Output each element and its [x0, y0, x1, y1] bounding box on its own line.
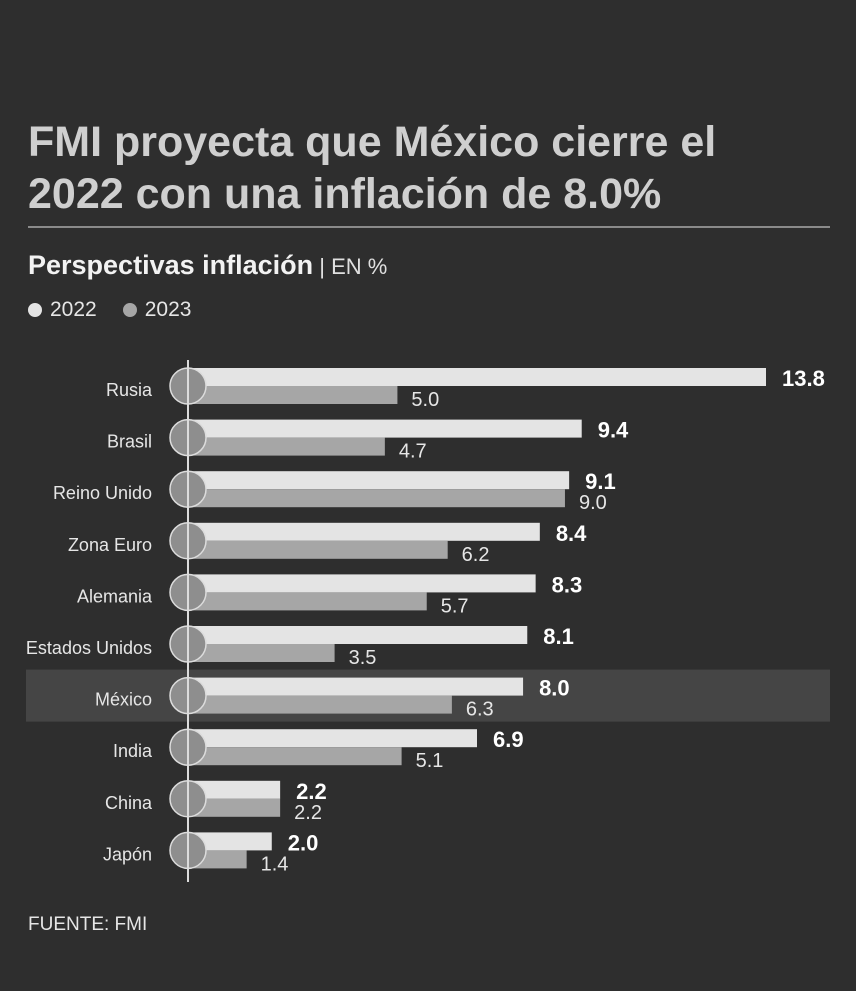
- category-label-brasil: Brasil: [107, 432, 152, 452]
- category-label-zona-euro: Zona Euro: [68, 535, 152, 555]
- bar-2023-alemania: [188, 592, 427, 611]
- value-label-2022-zona-euro: 8.4: [556, 521, 587, 546]
- category-label-estados-unidos: Estados Unidos: [26, 638, 152, 658]
- chart-title: FMI proyecta que México cierre el 2022 c…: [28, 116, 828, 220]
- legend-swatch-2022: [28, 303, 42, 317]
- bar-2023-reino-unido: [188, 489, 565, 508]
- value-label-2023-india: 5.1: [416, 750, 444, 772]
- bar-2022-zona-euro: [188, 522, 540, 541]
- category-label-mexico: México: [95, 690, 152, 710]
- bar-2022-alemania: [188, 574, 536, 593]
- legend-swatch-2023: [122, 303, 137, 317]
- category-label-japon: Japón: [103, 844, 152, 864]
- bar-2023-estados-unidos: [188, 644, 335, 662]
- chart-subtitle: Perspectivas inflación | EN %: [28, 250, 387, 281]
- value-label-2023-brasil: 4.7: [399, 441, 427, 463]
- bar-2023-china: [188, 798, 281, 817]
- value-label-2022-reino-unido: 9.1: [585, 469, 616, 494]
- category-label-india: India: [113, 741, 153, 761]
- value-label-2022-japon: 2.0: [288, 830, 319, 855]
- bar-2022-japon: [188, 832, 272, 851]
- value-label-2023-reino-unido: 9.0: [579, 492, 607, 514]
- value-label-2022-rusia: 13.8: [782, 366, 825, 391]
- value-label-2023-japon: 1.4: [261, 853, 289, 875]
- category-label-reino-unido: Reino Unido: [53, 483, 152, 503]
- bar-2023-zona-euro: [188, 540, 448, 559]
- subtitle-unit: EN %: [331, 254, 388, 279]
- bar-2022-china: [188, 780, 281, 799]
- bar-2022-mexico: [188, 677, 524, 696]
- bar-2022-estados-unidos: [188, 626, 528, 644]
- bar-2022-india: [188, 729, 477, 748]
- bar-2022-reino-unido: [188, 471, 570, 490]
- bar-2023-rusia: [188, 386, 398, 404]
- legend-label-2022: 2022: [50, 298, 97, 321]
- value-label-2022-alemania: 8.3: [552, 572, 583, 597]
- legend-label-2023: 2023: [144, 298, 192, 321]
- value-label-2023-alemania: 5.7: [441, 595, 469, 617]
- value-label-2022-india: 6.9: [493, 727, 524, 752]
- value-label-2022-estados-unidos: 8.1: [543, 624, 574, 649]
- bar-2022-rusia: [188, 368, 766, 386]
- value-label-2023-mexico: 6.3: [466, 699, 494, 721]
- bar-2023-mexico: [188, 695, 452, 714]
- title-line-1: FMI proyecta que México cierre el: [28, 118, 717, 166]
- title-divider: [28, 226, 830, 228]
- value-label-2023-rusia: 5.0: [411, 389, 439, 411]
- value-label-2023-china: 2.2: [294, 802, 322, 824]
- value-label-2023-estados-unidos: 3.5: [349, 647, 377, 669]
- category-label-china: China: [105, 793, 153, 813]
- title-line-2: 2022 con una inflación de 8.0%: [28, 170, 662, 218]
- bar-2023-brasil: [188, 437, 385, 456]
- value-label-2022-brasil: 9.4: [598, 418, 629, 443]
- source-note: FUENTE: FMI: [28, 914, 148, 935]
- value-label-2022-china: 2.2: [296, 779, 327, 804]
- subtitle-main: Perspectivas inflación: [28, 250, 314, 280]
- category-label-rusia: Rusia: [106, 380, 153, 400]
- value-label-2022-mexico: 8.0: [539, 676, 570, 701]
- bar-2023-india: [188, 747, 402, 766]
- legend: 2022 2023: [28, 298, 191, 322]
- subtitle-separator: |: [313, 254, 332, 279]
- category-label-alemania: Alemania: [77, 586, 153, 606]
- value-label-2023-zona-euro: 6.2: [462, 544, 490, 566]
- bar-2022-brasil: [188, 419, 582, 438]
